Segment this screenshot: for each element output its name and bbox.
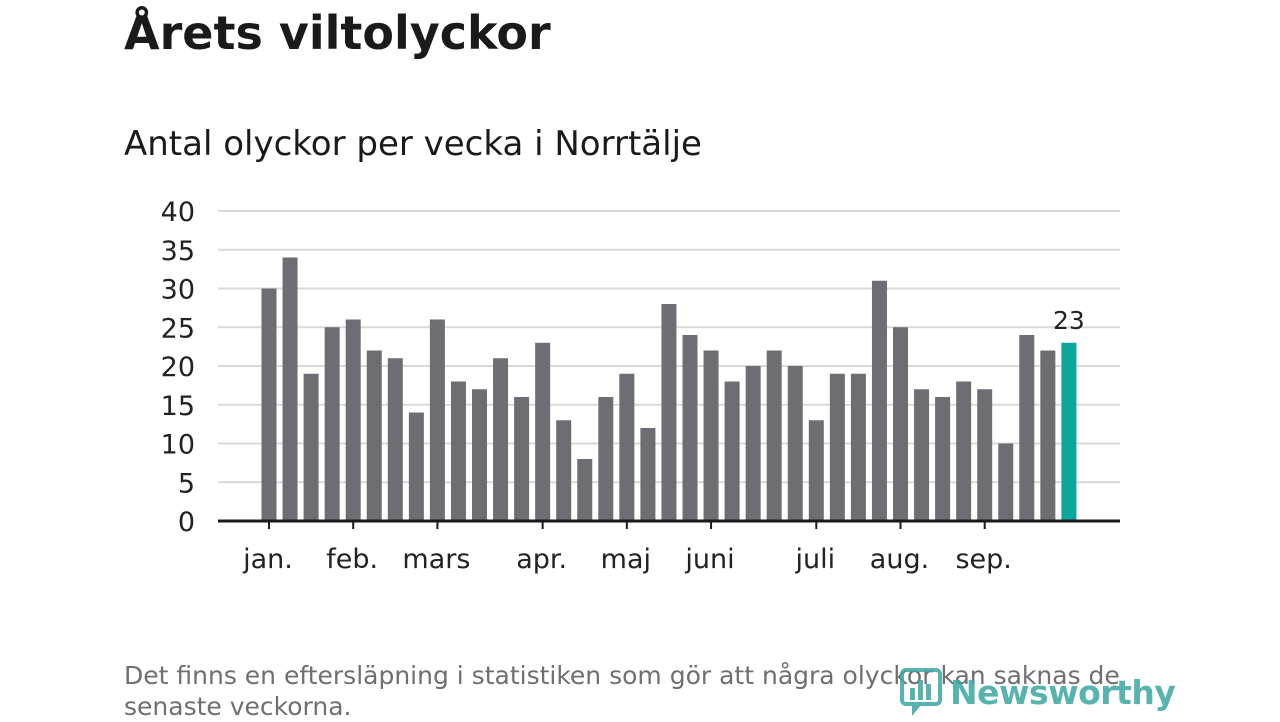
bar xyxy=(450,381,466,521)
bar xyxy=(598,397,614,521)
bar xyxy=(745,366,761,521)
bar xyxy=(850,373,866,521)
bar xyxy=(472,389,487,521)
y-tick-label: 35 xyxy=(161,236,195,267)
x-axis-ticks: jan. feb. mars apr. maj juni juli aug. sep. xyxy=(242,521,1012,575)
x-tick-label: juni xyxy=(684,544,734,575)
bar-chart: 0 5 10 15 20 25 30 35 40 jan. feb. mars apr. maj juni… xyxy=(161,197,1120,575)
bars xyxy=(261,257,1077,521)
x-tick-label: maj xyxy=(601,544,651,575)
bar xyxy=(640,428,656,521)
bar xyxy=(787,366,803,521)
bar xyxy=(1040,350,1056,521)
y-tick-label: 30 xyxy=(161,275,195,306)
bar xyxy=(324,327,340,521)
footnote: Det finns en eftersläpning i statistiken… xyxy=(124,661,1120,721)
y-tick-label: 20 xyxy=(161,352,195,383)
x-tick-label: aug. xyxy=(870,544,929,575)
bar xyxy=(619,373,635,521)
newsworthy-logo: Newsworthy xyxy=(900,666,1176,718)
bar xyxy=(935,397,951,521)
y-tick-label: 0 xyxy=(178,507,195,538)
y-tick-label: 40 xyxy=(161,197,195,228)
y-tick-label: 10 xyxy=(161,430,195,461)
bar xyxy=(977,389,993,521)
bar xyxy=(956,381,972,521)
x-tick-label: sep. xyxy=(955,544,1011,575)
bar xyxy=(871,280,887,521)
bar xyxy=(387,358,403,521)
bar xyxy=(535,342,551,521)
bar xyxy=(661,304,677,521)
bar xyxy=(724,381,740,521)
data-labels: 23 xyxy=(1053,306,1085,335)
bar xyxy=(282,257,298,521)
bar xyxy=(261,288,277,521)
bar xyxy=(1019,335,1035,521)
bar xyxy=(429,319,445,521)
bar xyxy=(408,412,424,521)
page-title: Årets viltolyckor xyxy=(124,6,551,60)
bar xyxy=(998,443,1014,521)
x-tick-label: feb. xyxy=(326,544,378,575)
x-tick-label: jan. xyxy=(242,544,293,575)
bar xyxy=(914,389,930,521)
newsworthy-logo-icon xyxy=(900,668,942,716)
y-tick-label: 25 xyxy=(161,313,195,344)
bar xyxy=(829,373,845,521)
bar xyxy=(766,350,782,521)
bar xyxy=(808,420,824,521)
x-tick-label: juli xyxy=(794,544,835,575)
bar xyxy=(703,350,719,521)
bar xyxy=(556,420,572,521)
y-tick-label: 5 xyxy=(178,468,195,499)
bar xyxy=(514,397,530,521)
bar xyxy=(682,335,698,521)
bar xyxy=(366,350,382,521)
bar xyxy=(493,358,509,521)
data-label: 23 xyxy=(1053,306,1085,335)
x-tick-label: mars xyxy=(402,544,470,575)
bar-highlight xyxy=(1061,342,1077,521)
bar xyxy=(345,319,361,521)
bar xyxy=(577,459,593,521)
y-axis-ticks: 0 5 10 15 20 25 30 35 40 xyxy=(161,197,195,538)
y-tick-label: 15 xyxy=(161,391,195,422)
x-tick-label: apr. xyxy=(516,544,567,575)
chart-subtitle: Antal olyckor per vecka i Norrtälje xyxy=(124,124,702,164)
bar xyxy=(303,373,319,521)
brand-name: Newsworthy xyxy=(950,672,1176,712)
bar xyxy=(893,327,908,521)
